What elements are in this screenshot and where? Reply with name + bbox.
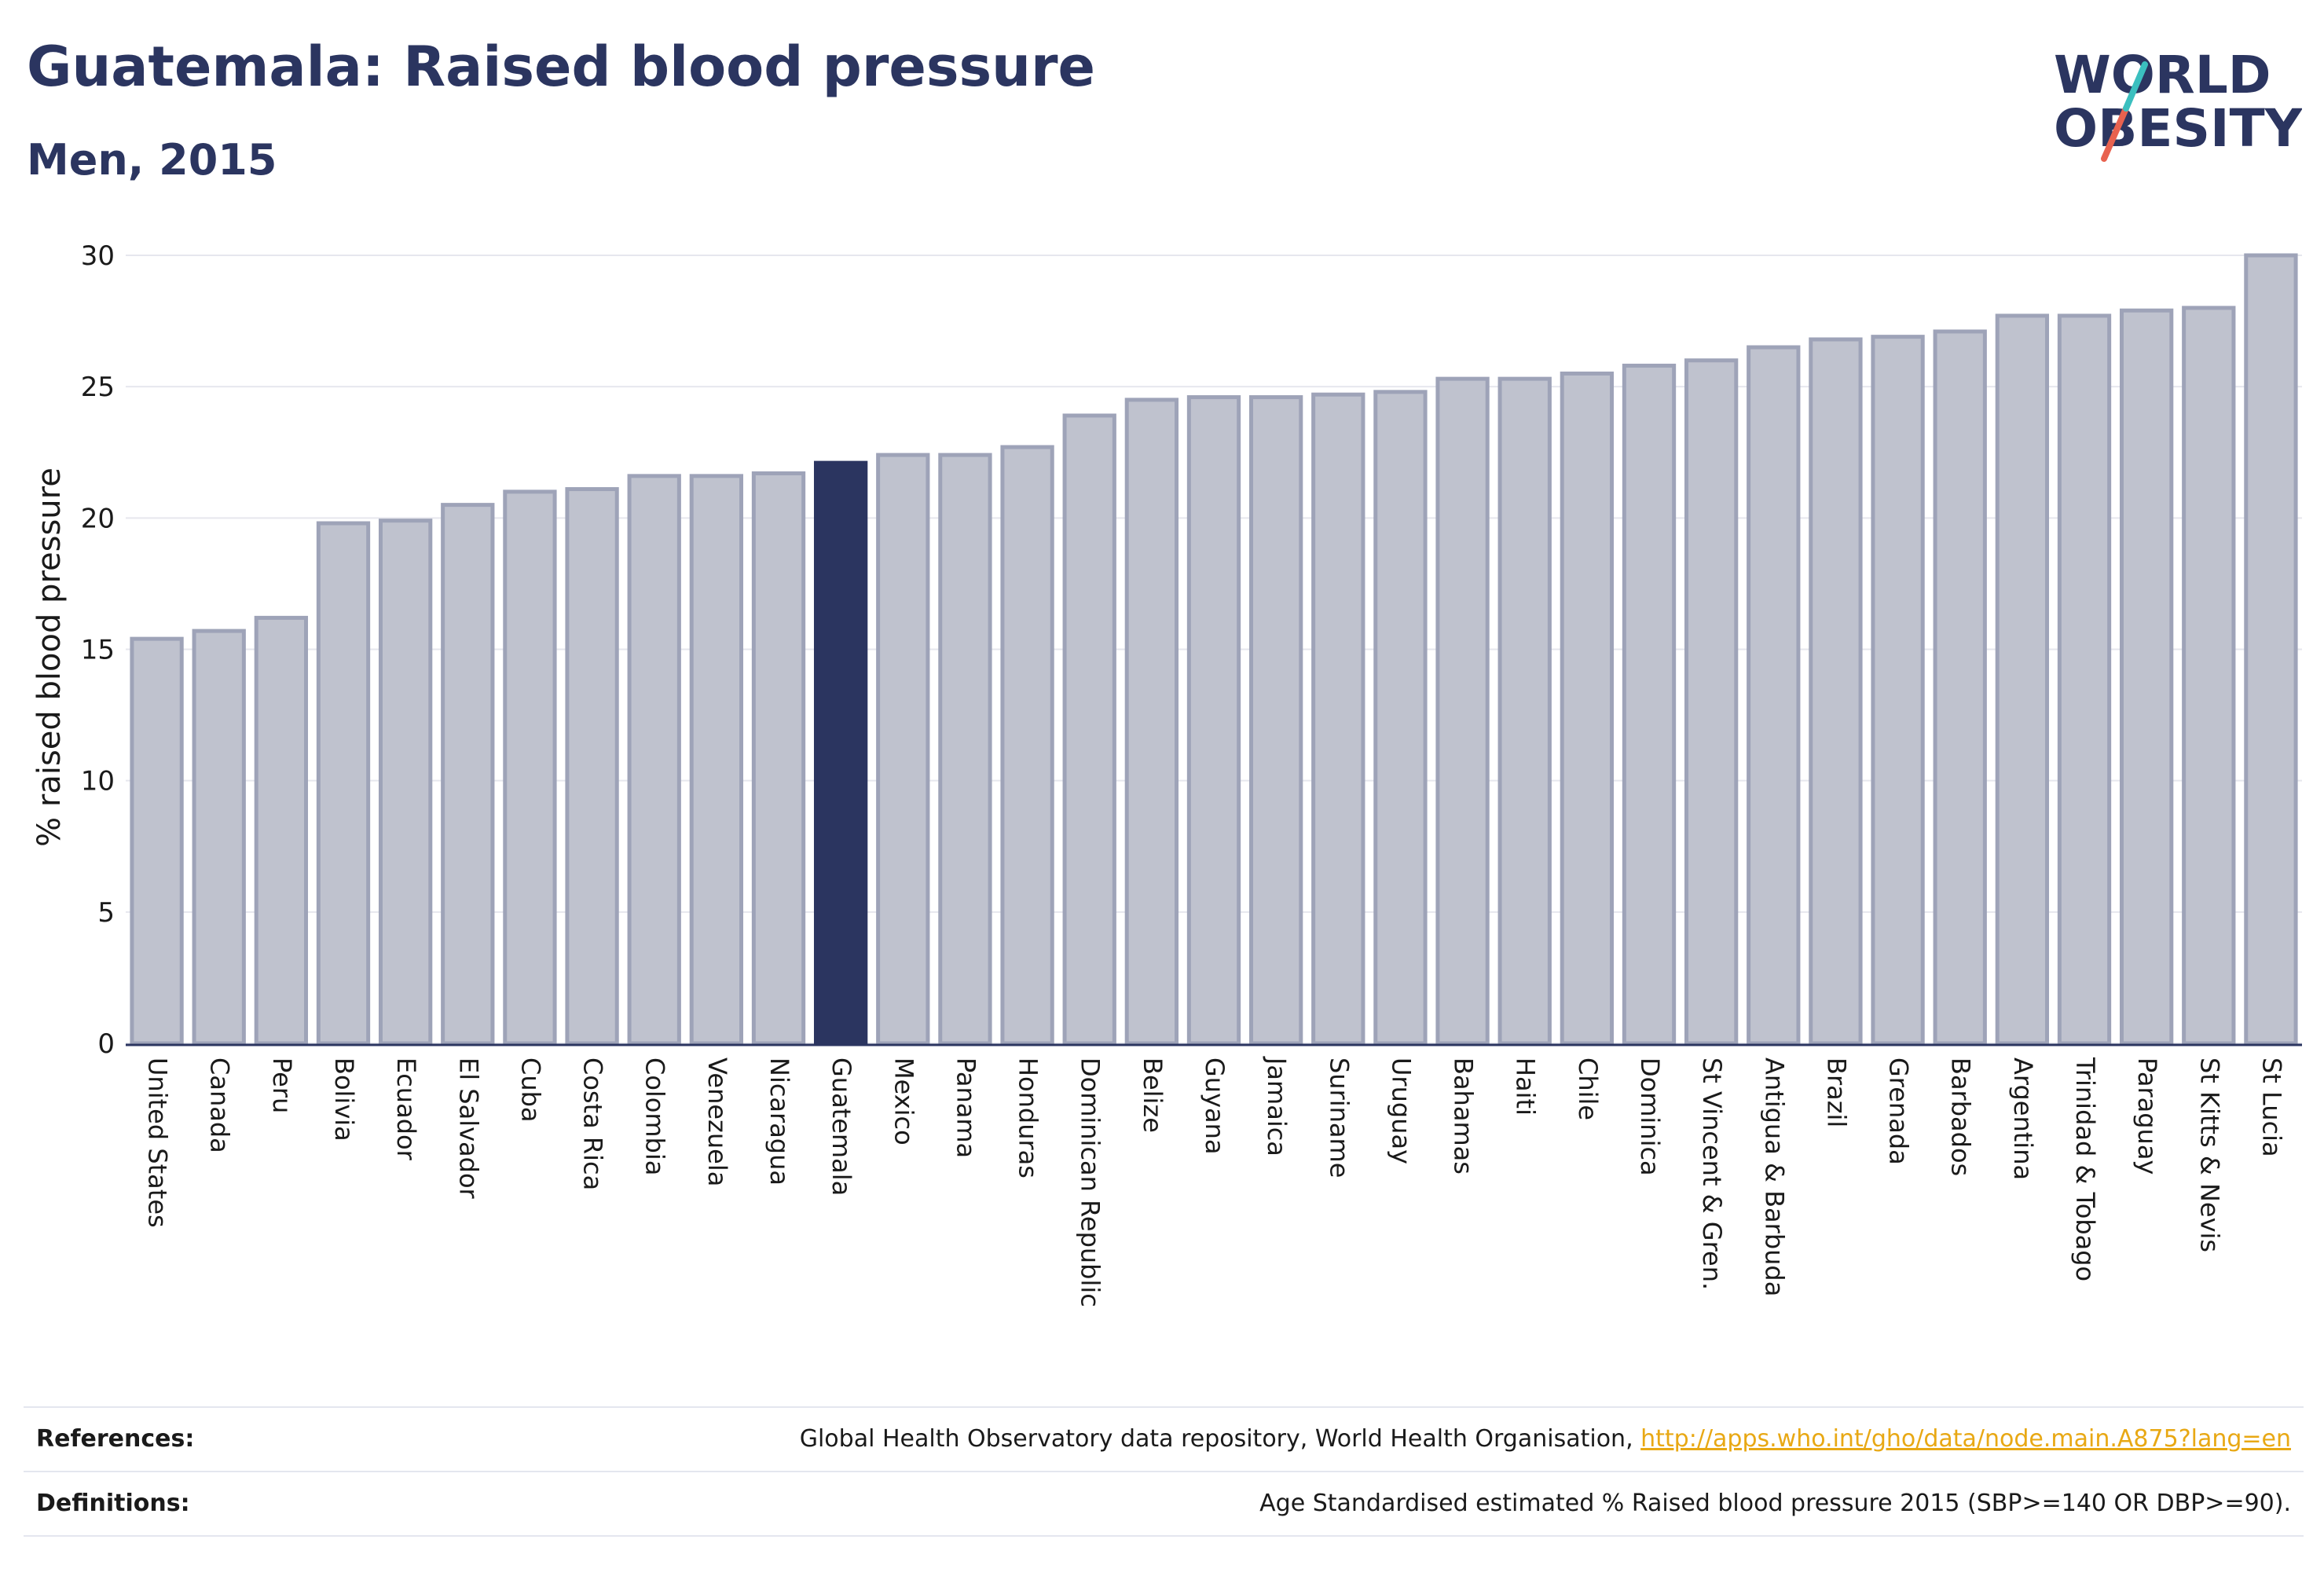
y-tick-label: 25 (81, 372, 115, 403)
x-tick-label: Suriname (1324, 1057, 1354, 1178)
x-axis-labels: United States Canada Peru Bolivia Ecuador El … (143, 1056, 2287, 1307)
world-obesity-logo: WORLD OBESITY (2054, 45, 2302, 162)
logo-line2: OBESITY (2054, 98, 2302, 159)
x-tick-label: Mexico (889, 1057, 918, 1145)
x-tick-label: Cuba (515, 1057, 545, 1123)
bar (1062, 413, 1116, 1046)
x-tick-label: Paraguay (2132, 1057, 2162, 1175)
x-tick-label: Brazil (1821, 1057, 1851, 1127)
y-tick-label: 5 (97, 897, 115, 929)
bar (1622, 363, 1677, 1046)
definitions-value: Age Standardised estimated % Raised bloo… (1259, 1490, 2291, 1517)
x-tick-label: Chile (1573, 1057, 1603, 1120)
x-tick-label: St Lucia (2256, 1057, 2286, 1157)
bar (1995, 313, 2050, 1046)
bar (1933, 329, 1987, 1046)
bar-chart: 0 5 10 15 20 25 30 United States Canada Peru Boli… (31, 240, 2302, 1307)
x-tick-label: Costa Rica (578, 1057, 608, 1190)
y-axis-ticks: 0 5 10 15 20 25 30 (81, 240, 115, 1060)
bar (2119, 308, 2174, 1046)
y-axis-label: % raised blood pressure (31, 467, 68, 847)
x-tick-label: Uruguay (1386, 1057, 1416, 1164)
x-tick-label: Bahamas (1449, 1057, 1479, 1175)
x-tick-label: Guyana (1200, 1057, 1230, 1155)
x-tick-label: Colombia (640, 1057, 670, 1175)
references-row: References: Global Health Observatory da… (24, 1406, 2304, 1471)
bar (2244, 253, 2298, 1046)
x-tick-label: Ecuador (391, 1057, 421, 1161)
footer: References: Global Health Observatory da… (24, 1406, 2304, 1537)
bar (689, 474, 744, 1046)
bar (627, 474, 681, 1046)
x-tick-label: St Kitts & Nevis (2194, 1057, 2224, 1252)
bar (1124, 398, 1179, 1046)
bar (1497, 376, 1552, 1046)
bar (1000, 445, 1054, 1046)
bar (378, 519, 433, 1046)
x-tick-label: St Vincent & Gren. (1697, 1057, 1727, 1290)
y-tick-label: 20 (81, 503, 115, 534)
bar (565, 487, 619, 1046)
bar (316, 521, 371, 1046)
y-tick-label: 0 (97, 1028, 115, 1060)
bar (1871, 335, 1925, 1046)
bar (1186, 395, 1241, 1046)
bar (1684, 358, 1739, 1046)
references-value: Global Health Observatory data repositor… (800, 1425, 2291, 1453)
references-text: Global Health Observatory data repositor… (799, 1425, 1641, 1453)
definitions-row: Definitions: Age Standardised estimated … (24, 1471, 2304, 1537)
bar (1311, 392, 1365, 1046)
x-tick-label: Canada (205, 1057, 235, 1153)
bar (254, 615, 309, 1046)
bar (1435, 376, 1490, 1046)
bar (876, 453, 930, 1046)
x-tick-label: Grenada (1884, 1057, 1914, 1165)
x-tick-label: Jamaica (1262, 1056, 1292, 1156)
x-tick-label: Guatemala (827, 1057, 856, 1196)
bar (192, 629, 246, 1046)
bar (751, 471, 806, 1046)
x-tick-label: Haiti (1511, 1057, 1541, 1116)
bar (130, 636, 184, 1046)
bar (938, 453, 992, 1046)
x-tick-label: Argentina (2008, 1057, 2038, 1180)
x-tick-label: Dominican Republic (1076, 1057, 1105, 1307)
bar (503, 489, 557, 1046)
bars (130, 253, 2298, 1046)
x-tick-label: Nicaragua (764, 1057, 794, 1186)
references-link[interactable]: http://apps.who.int/gho/data/node.main.A… (1640, 1425, 2291, 1453)
x-tick-label: El Salvador (453, 1057, 483, 1200)
definitions-label: Definitions: (36, 1490, 190, 1517)
bar (2057, 313, 2112, 1046)
bar (1373, 390, 1428, 1046)
y-tick-label: 10 (81, 766, 115, 797)
bar (1747, 345, 1801, 1046)
bar (1809, 337, 1863, 1046)
x-tick-label: Dominica (1635, 1057, 1665, 1176)
x-tick-label: Barbados (1946, 1057, 1976, 1176)
bar (1560, 371, 1615, 1046)
bar (2182, 306, 2236, 1046)
x-tick-label: Peru (267, 1057, 297, 1113)
x-tick-label: United States (143, 1057, 173, 1228)
bar (1248, 395, 1303, 1046)
references-label: References: (36, 1425, 195, 1453)
logo-line1: WORLD (2054, 45, 2271, 105)
bar (441, 503, 495, 1046)
x-tick-label: Venezuela (702, 1057, 732, 1186)
x-tick-label: Panama (951, 1057, 981, 1158)
bar-highlight (813, 460, 868, 1046)
y-tick-label: 30 (81, 240, 115, 272)
y-tick-label: 15 (81, 635, 115, 666)
x-tick-label: Trinidad & Tobago (2070, 1057, 2100, 1281)
x-tick-label: Antigua & Barbuda (1759, 1057, 1789, 1296)
chart-title: Guatemala: Raised blood pressure (27, 35, 1096, 99)
x-tick-label: Belize (1138, 1057, 1167, 1133)
x-tick-label: Bolivia (329, 1057, 359, 1142)
x-tick-label: Honduras (1014, 1057, 1043, 1178)
chart-subtitle: Men, 2015 (27, 135, 277, 185)
